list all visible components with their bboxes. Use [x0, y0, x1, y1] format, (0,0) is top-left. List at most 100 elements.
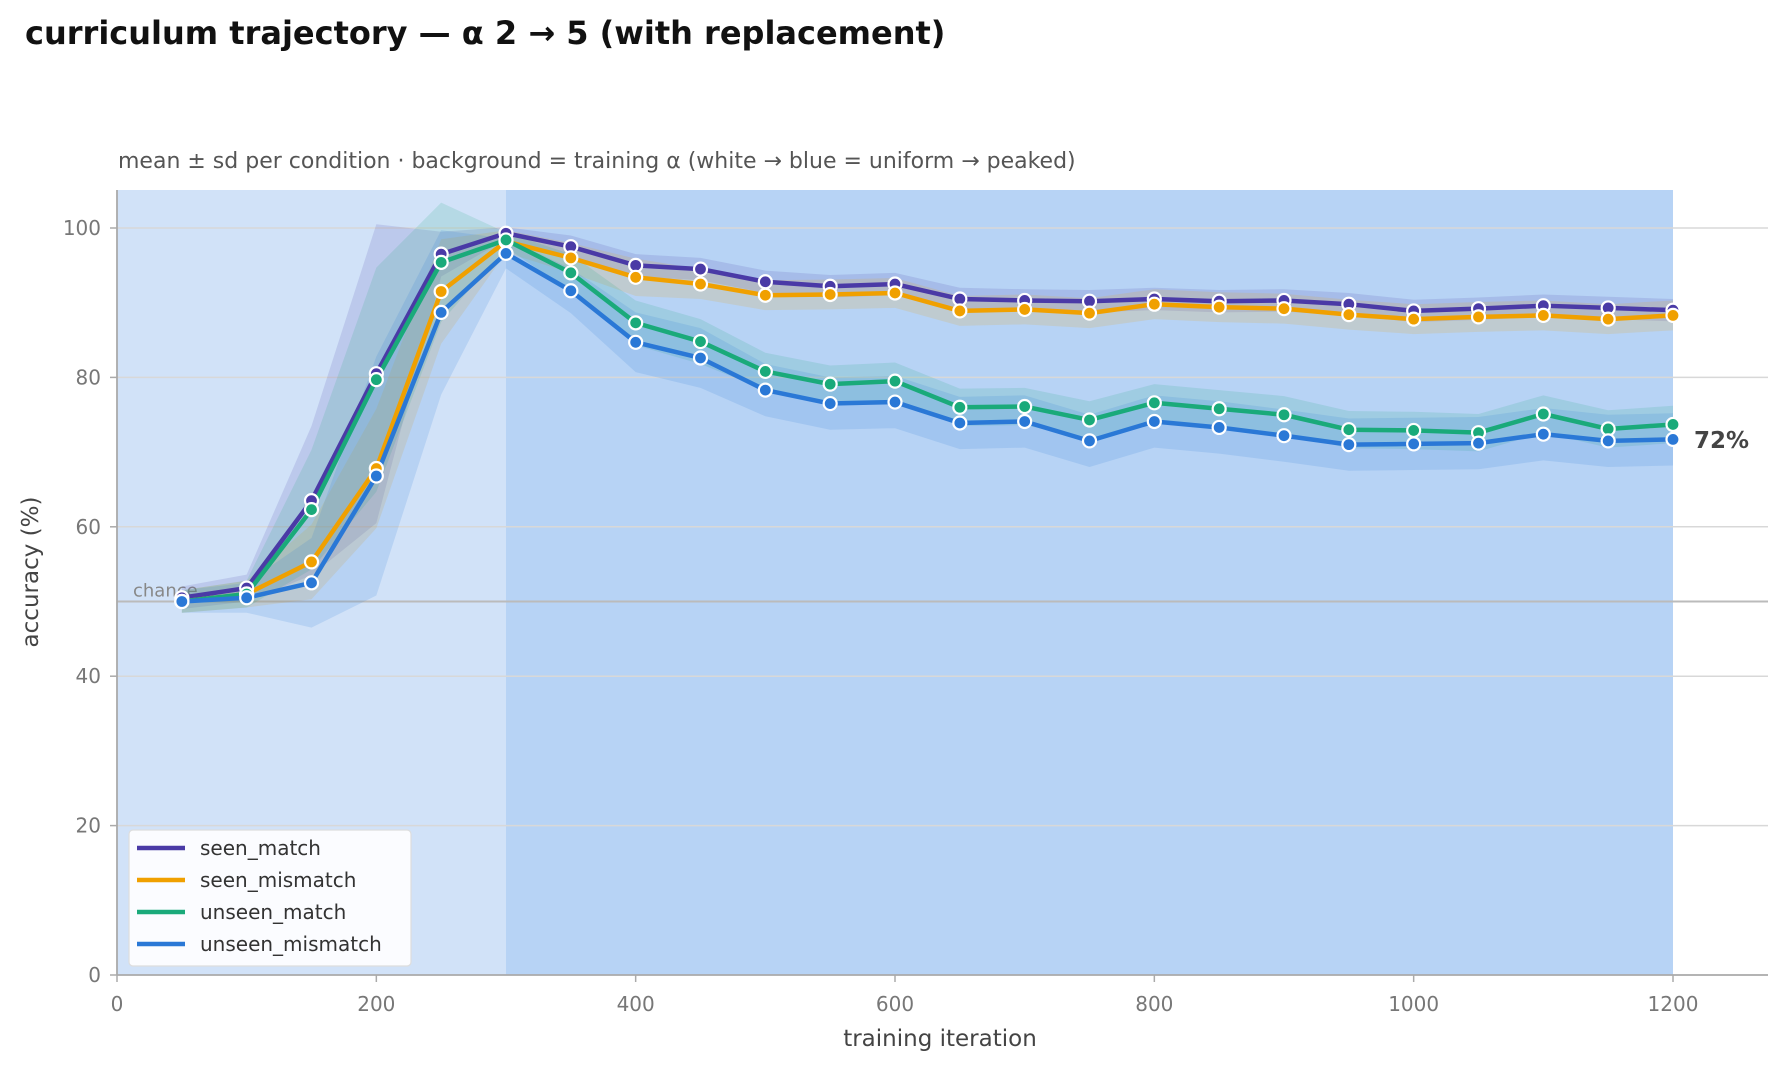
legend-label-seen_mismatch: seen_mismatch: [200, 868, 356, 892]
point-seen_mismatch-850: [1211, 299, 1227, 315]
point-unseen_mismatch-400: [628, 334, 644, 350]
point-unseen_match-550: [822, 376, 838, 392]
x-tick-label-1200: 1200: [1648, 992, 1699, 1016]
axes: [110, 190, 1768, 982]
point-seen_mismatch-950: [1341, 307, 1357, 323]
point-unseen_match-750: [1081, 412, 1098, 428]
point-unseen_mismatch-650: [952, 415, 968, 431]
end-value-label: 72%: [1694, 428, 1749, 454]
point-seen_mismatch-450: [692, 276, 709, 292]
tick-labels: 0 200 400 600 800 1000 1200 0 20 40 60 80 100: [63, 216, 1699, 1016]
point-unseen_mismatch-1150: [1600, 433, 1616, 449]
chart-subtitle: mean ± sd per condition · background = t…: [118, 149, 1076, 174]
legend-label-seen_match: seen_match: [200, 836, 321, 860]
y-tick-label-20: 20: [76, 814, 101, 838]
point-unseen_match-800: [1146, 395, 1162, 411]
point-seen_mismatch-550: [822, 286, 838, 303]
point-unseen_mismatch-200: [368, 468, 384, 484]
point-unseen_mismatch-350: [563, 283, 579, 299]
point-unseen_mismatch-1200: [1665, 431, 1681, 448]
point-unseen_match-650: [952, 399, 968, 415]
point-unseen_mismatch-900: [1276, 428, 1292, 444]
point-seen_mismatch-350: [563, 250, 579, 266]
legend-box: [128, 829, 412, 967]
point-unseen_match-1000: [1406, 422, 1422, 439]
point-unseen_mismatch-1100: [1535, 426, 1551, 442]
point-unseen_mismatch-500: [757, 382, 773, 398]
x-tick-label-200: 200: [357, 992, 395, 1016]
y-tick-label-80: 80: [76, 365, 101, 389]
point-unseen_mismatch-100: [239, 590, 255, 606]
sd-band-unseen_mismatch: [181, 230, 1673, 628]
point-unseen_mismatch-950: [1341, 437, 1357, 453]
point-unseen_mismatch-600: [887, 394, 903, 410]
point-seen_match-450: [692, 261, 709, 277]
y-tick-label-100: 100: [63, 216, 101, 240]
gridlines: [117, 227, 1768, 827]
point-unseen_mismatch-700: [1017, 413, 1033, 430]
point-seen_mismatch-800: [1146, 296, 1162, 312]
point-unseen_match-850: [1211, 401, 1227, 417]
point-seen_mismatch-1050: [1470, 309, 1487, 325]
point-seen_mismatch-1200: [1665, 307, 1681, 323]
point-seen_mismatch-150: [303, 554, 320, 570]
series-line-seen_match: [179, 230, 1676, 601]
point-seen_mismatch-400: [628, 269, 644, 285]
point-unseen_match-250: [433, 254, 449, 270]
point-unseen_match-500: [757, 363, 773, 380]
sd-band-unseen_match: [181, 202, 1673, 613]
sd-band-seen_mismatch: [181, 230, 1673, 613]
x-tick-label-400: 400: [617, 992, 655, 1016]
point-seen_mismatch-1150: [1600, 311, 1616, 327]
series-lines: [179, 230, 1676, 604]
point-seen_match-500: [757, 274, 773, 290]
point-unseen_mismatch-150: [303, 575, 320, 591]
point-unseen_mismatch-50: [174, 593, 190, 610]
x-tick-label-600: 600: [876, 992, 914, 1016]
point-unseen_mismatch-850: [1211, 419, 1227, 436]
point-unseen_match-450: [692, 333, 709, 350]
legend-label-unseen_mismatch: unseen_mismatch: [200, 932, 382, 956]
point-unseen_mismatch-750: [1081, 433, 1098, 449]
x-tick-label-800: 800: [1135, 992, 1173, 1016]
point-seen_mismatch-1000: [1406, 311, 1422, 327]
x-tick-label-1000: 1000: [1388, 992, 1439, 1016]
y-tick-label-60: 60: [76, 515, 101, 539]
series-points: [174, 225, 1681, 610]
point-unseen_match-600: [887, 373, 903, 389]
point-unseen_match-900: [1276, 407, 1292, 423]
x-tick-label-0: 0: [111, 992, 124, 1016]
point-unseen_mismatch-1050: [1470, 435, 1487, 451]
point-seen_mismatch-1100: [1535, 307, 1551, 323]
point-seen_mismatch-750: [1081, 305, 1098, 321]
point-seen_mismatch-250: [433, 283, 449, 300]
point-unseen_match-950: [1341, 422, 1357, 438]
point-unseen_mismatch-450: [692, 350, 709, 366]
point-unseen_match-200: [368, 372, 384, 388]
point-unseen_mismatch-550: [822, 395, 838, 412]
y-tick-label-40: 40: [76, 664, 101, 688]
point-seen_mismatch-650: [952, 303, 968, 319]
point-unseen_match-1100: [1535, 406, 1551, 422]
point-seen_mismatch-700: [1017, 301, 1033, 318]
chart-title: curriculum trajectory — α 2 → 5 (with re…: [25, 14, 946, 52]
point-unseen_match-350: [563, 265, 579, 281]
series-line-unseen_mismatch: [179, 251, 1676, 604]
point-unseen_match-1200: [1665, 416, 1681, 433]
y-axis-label: accuracy (%): [18, 497, 44, 648]
y-tick-label-0: 0: [88, 963, 101, 987]
series-line-seen_mismatch: [179, 239, 1676, 604]
x-axis-label: training iteration: [843, 1026, 1037, 1052]
point-unseen_mismatch-800: [1146, 413, 1162, 430]
point-unseen_match-150: [303, 502, 320, 518]
point-seen_mismatch-600: [887, 285, 903, 301]
legend: seen_match seen_mismatch unseen_matchunsee…: [128, 829, 412, 967]
point-unseen_match-300: [498, 232, 514, 248]
point-unseen_match-700: [1017, 398, 1033, 415]
point-unseen_mismatch-250: [433, 304, 449, 321]
point-seen_mismatch-900: [1276, 301, 1292, 317]
point-unseen_mismatch-1000: [1406, 436, 1422, 452]
point-unseen_match-400: [628, 315, 644, 331]
point-seen_mismatch-500: [757, 287, 773, 303]
